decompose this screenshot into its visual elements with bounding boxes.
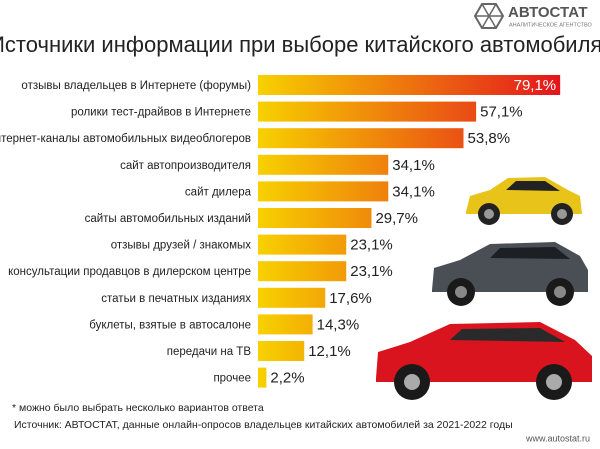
bar <box>258 75 561 95</box>
value-label: 12,1% <box>308 343 351 360</box>
car-red <box>376 322 592 400</box>
value-label: 14,3% <box>317 316 360 333</box>
value-label: 34,1% <box>392 183 435 200</box>
car-gray <box>432 242 588 306</box>
bar <box>258 234 347 255</box>
category-label: консультации продавцов в дилерском центр… <box>8 266 251 278</box>
brand-tagline: АНАЛИТИЧЕСКОЕ АГЕНТСТВО <box>509 22 593 28</box>
bar <box>258 314 313 335</box>
category-label: сайты автомобильных изданий <box>85 213 251 225</box>
value-label: 17,6% <box>329 290 372 307</box>
category-label: передачи на ТВ <box>167 346 252 358</box>
value-label: 23,1% <box>350 237 393 254</box>
category-label: прочее <box>213 373 251 385</box>
url: www.autostat.ru <box>525 433 590 443</box>
category-label: интернет-каналы автомобильных видеоблоге… <box>0 133 251 145</box>
footnote: * можно было выбрать несколько вариантов… <box>12 402 264 414</box>
brand-name: АВТОСТАТ <box>508 4 587 21</box>
bar <box>258 128 464 149</box>
category-label: сайт дилера <box>185 186 252 198</box>
car-yellow <box>466 177 582 225</box>
chart-title: Источники информации при выборе китайско… <box>0 32 600 57</box>
value-label: 23,1% <box>350 263 393 280</box>
value-label: 2,2% <box>270 370 304 387</box>
bar <box>258 101 477 122</box>
bar <box>258 154 389 175</box>
category-label: буклеты, взятые в автосалоне <box>89 319 251 331</box>
category-label: отзывы друзей / знакомых <box>111 240 252 252</box>
value-label: 57,1% <box>480 104 523 121</box>
value-label: 79,1% <box>514 77 557 94</box>
category-label: статьи в печатных изданиях <box>101 293 251 305</box>
category-label: сайт автопроизводителя <box>120 160 251 172</box>
category-label: отзывы владельцев в Интернете (форумы) <box>21 80 251 92</box>
bar <box>258 367 267 388</box>
value-label: 34,1% <box>392 157 435 174</box>
bar <box>258 341 305 361</box>
bar <box>258 181 389 202</box>
logo <box>473 3 505 29</box>
bar <box>258 261 347 282</box>
value-label: 29,7% <box>375 210 418 227</box>
source: Источник: АВТОСТАТ, данные онлайн-опросо… <box>14 419 513 431</box>
bar <box>258 208 372 228</box>
bar <box>258 287 326 308</box>
value-label: 53,8% <box>468 130 511 147</box>
category-label: ролики тест-драйвов в Интернете <box>71 107 251 119</box>
